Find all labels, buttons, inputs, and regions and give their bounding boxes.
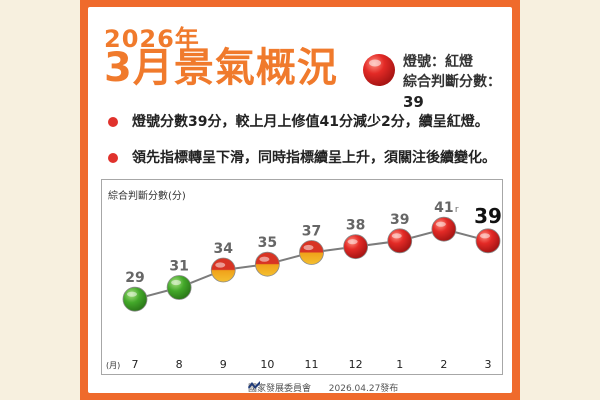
data-point-shine bbox=[347, 239, 358, 245]
info-card: 2026年 3月景氣概況 燈號：紅燈 綜合判斷分數：39 燈號分數39分， bbox=[88, 7, 512, 393]
data-point bbox=[475, 228, 501, 254]
x-tick-label: 10 bbox=[260, 358, 274, 371]
red-light-icon bbox=[363, 54, 395, 86]
bullet-dot-icon bbox=[108, 153, 118, 163]
outer-frame: 2026年 3月景氣概況 燈號：紅燈 綜合判斷分數：39 燈號分數39分， bbox=[80, 0, 520, 400]
chart-svg: 2973183493510371138122025年3912026年41r239… bbox=[106, 200, 502, 371]
bullet-text: 燈號分數39分，較上月上修值41分減少2分，續呈紅燈。 bbox=[132, 114, 489, 130]
x-tick-label: 3 bbox=[485, 358, 492, 371]
data-point-shine bbox=[171, 279, 182, 286]
legend-score-value: 39 bbox=[403, 93, 424, 111]
data-point bbox=[254, 251, 280, 277]
header-title: 3月景氣概況 bbox=[104, 45, 338, 91]
data-label: 34 bbox=[214, 241, 234, 257]
x-tick-label: 11 bbox=[305, 358, 319, 371]
data-point-shine bbox=[215, 262, 226, 268]
data-point-shine bbox=[391, 233, 402, 239]
data-label: 29 bbox=[125, 270, 144, 286]
header-year: 2026年 bbox=[104, 25, 200, 53]
data-point bbox=[343, 234, 369, 260]
legend: 燈號：紅燈 綜合判斷分數： 39 bbox=[403, 52, 512, 113]
data-label: 38 bbox=[346, 218, 365, 234]
data-point bbox=[166, 275, 192, 300]
data-point-shine bbox=[480, 233, 490, 239]
bullet-list: 燈號分數39分，較上月上修值41分減少2分，續呈紅燈。 領先指標轉呈下滑，同時指… bbox=[102, 112, 507, 184]
data-label: 31 bbox=[169, 259, 188, 275]
bullet-item: 燈號分數39分，較上月上修值41分減少2分，續呈紅燈。 bbox=[102, 112, 507, 132]
score-chart: 綜合判斷分數(分) bbox=[101, 179, 503, 375]
data-label: 39 bbox=[390, 212, 409, 228]
footer-agency: 國家發展委員會 bbox=[248, 384, 312, 393]
data-point bbox=[299, 240, 324, 265]
data-point-shine bbox=[303, 244, 314, 251]
data-label: 37 bbox=[302, 224, 321, 240]
data-point bbox=[431, 216, 457, 242]
data-point-shine bbox=[259, 256, 270, 262]
revised-mark: r bbox=[455, 205, 459, 215]
chart-y-label: 綜合判斷分數(分) bbox=[108, 191, 186, 202]
x-tick-label: 9 bbox=[220, 358, 227, 371]
bullet-text: 領先指標轉呈下滑，同時指標續呈上升，須關注後續變化。 bbox=[132, 150, 496, 166]
data-point bbox=[387, 228, 413, 254]
bullet-item: 領先指標轉呈下滑，同時指標續呈上升，須關注後續變化。 bbox=[102, 148, 507, 168]
bullet-dot-icon bbox=[108, 117, 118, 127]
data-point bbox=[210, 257, 236, 283]
ndc-logo-icon bbox=[248, 381, 260, 389]
data-point bbox=[122, 286, 148, 312]
data-point-shine bbox=[127, 291, 137, 297]
data-label: 35 bbox=[258, 235, 277, 251]
x-tick-label: 12 bbox=[349, 358, 363, 371]
legend-score-label: 綜合判斷分數： bbox=[403, 74, 501, 90]
legend-score: 綜合判斷分數： 39 bbox=[403, 72, 512, 113]
data-label: 41 bbox=[434, 200, 453, 216]
x-tick-label: 1 bbox=[396, 358, 403, 371]
x-tick-label: 7 bbox=[132, 358, 139, 371]
x-tick-label: 8 bbox=[176, 358, 183, 371]
chart-x-label: (月) bbox=[106, 361, 120, 370]
data-point-shine bbox=[435, 221, 446, 227]
legend-light: 燈號：紅燈 bbox=[403, 54, 473, 70]
footer-published: 2026.04.27發布 bbox=[328, 384, 399, 393]
x-tick-label: 2 bbox=[440, 358, 447, 371]
data-label: 39 bbox=[474, 204, 502, 228]
footer: 國家發展委員會 2026.04.27發布 bbox=[248, 381, 398, 393]
